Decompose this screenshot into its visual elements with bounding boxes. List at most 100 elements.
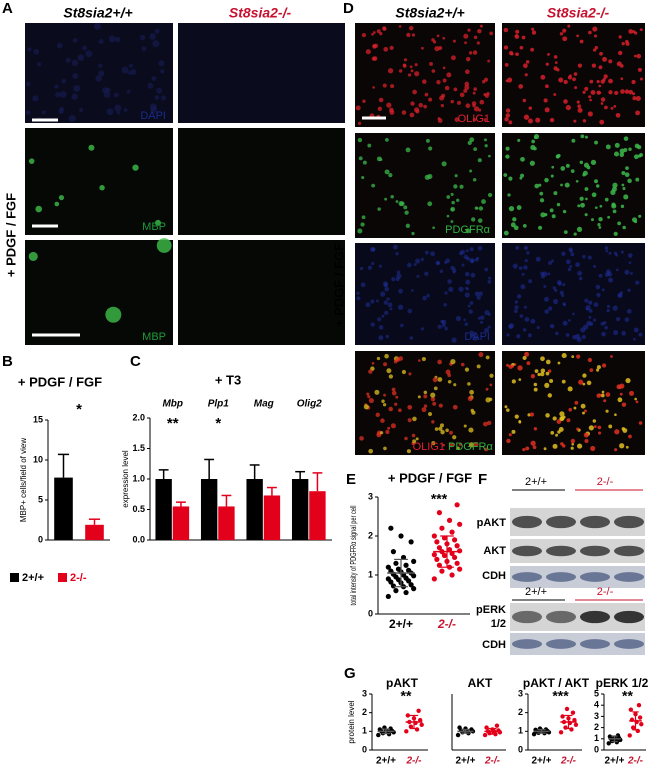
cell: [488, 154, 491, 158]
cell: [569, 264, 573, 268]
data-point: [439, 568, 445, 574]
cell: [36, 62, 42, 67]
data-point: [393, 588, 399, 594]
cell: [523, 245, 529, 251]
cell: [635, 177, 640, 182]
cell: [516, 334, 521, 339]
cell: [522, 447, 526, 452]
cell: [571, 138, 576, 143]
blot-band: [546, 545, 576, 557]
cell: [54, 201, 60, 207]
cell: [452, 39, 456, 43]
cell: [357, 228, 363, 234]
cell: [632, 30, 636, 34]
cell: [551, 214, 556, 219]
data-point: [388, 525, 394, 531]
data-point: [376, 732, 381, 738]
cell: [427, 173, 433, 180]
cell: [422, 79, 427, 84]
cell: [526, 361, 531, 366]
data-point: [404, 729, 409, 734]
cell: [565, 333, 570, 337]
cell: [356, 296, 361, 301]
cell: [368, 369, 373, 374]
cell: [440, 104, 444, 108]
cell: [452, 268, 457, 273]
cell: [487, 59, 491, 63]
cell: [446, 214, 450, 218]
micrograph: [355, 23, 495, 127]
cell: [621, 402, 627, 407]
data-point: [377, 727, 383, 732]
cell: [620, 291, 623, 295]
bar: [218, 506, 235, 540]
cell: [623, 136, 629, 141]
data-point: [449, 572, 455, 578]
cell: [478, 291, 483, 296]
cell: [584, 438, 589, 444]
cell: [508, 205, 515, 212]
panel-label: A: [2, 0, 13, 17]
legend-label: 2+/+: [22, 572, 44, 584]
cell: [365, 49, 371, 55]
cell: [611, 203, 617, 209]
cell: [403, 63, 407, 67]
cell: [552, 416, 557, 421]
cell: [607, 215, 611, 219]
cell: [627, 253, 633, 258]
cell: [417, 395, 421, 399]
cell: [478, 108, 482, 112]
data-point: [403, 589, 409, 596]
cell: [58, 195, 65, 201]
cell: [550, 174, 554, 178]
cell: [613, 105, 617, 108]
cell: [426, 293, 430, 298]
cell: [160, 95, 167, 101]
cell: [562, 36, 568, 42]
cell: [621, 41, 625, 46]
cell: [623, 194, 629, 200]
cell: [404, 210, 409, 215]
cell: [467, 140, 472, 145]
data-point: [390, 549, 397, 555]
cell: [430, 251, 435, 257]
cell: [98, 70, 105, 77]
cell: [573, 406, 577, 410]
cell: [485, 387, 489, 391]
cell: [488, 276, 492, 280]
micrograph: [178, 128, 345, 235]
data-point: [436, 509, 443, 516]
cell: [506, 363, 510, 367]
cell: [423, 390, 428, 395]
band-label: CDH: [482, 570, 506, 582]
data-point: [636, 703, 642, 708]
cell: [412, 89, 417, 95]
significance: **: [401, 688, 412, 704]
cell: [55, 91, 61, 98]
cell: [534, 183, 540, 189]
cell: [464, 81, 470, 87]
significance: *: [76, 401, 82, 418]
cell: [630, 271, 633, 275]
cell: [156, 238, 172, 253]
cell: [160, 69, 165, 74]
cell: [604, 272, 610, 277]
significance: ***: [552, 688, 569, 704]
band-label: 1/2: [491, 618, 506, 630]
cell: [424, 92, 429, 97]
cell: [383, 362, 388, 367]
cell: [362, 99, 366, 104]
cell: [477, 158, 482, 163]
cell: [27, 47, 32, 52]
cell: [582, 373, 587, 378]
bar: [309, 491, 326, 540]
data-point: [403, 562, 409, 568]
cell: [363, 404, 369, 410]
cell: [596, 79, 600, 84]
blot-band: [580, 545, 610, 557]
micrograph: [355, 351, 495, 455]
cell: [519, 45, 524, 50]
cell: [564, 182, 570, 188]
cell: [531, 30, 537, 35]
